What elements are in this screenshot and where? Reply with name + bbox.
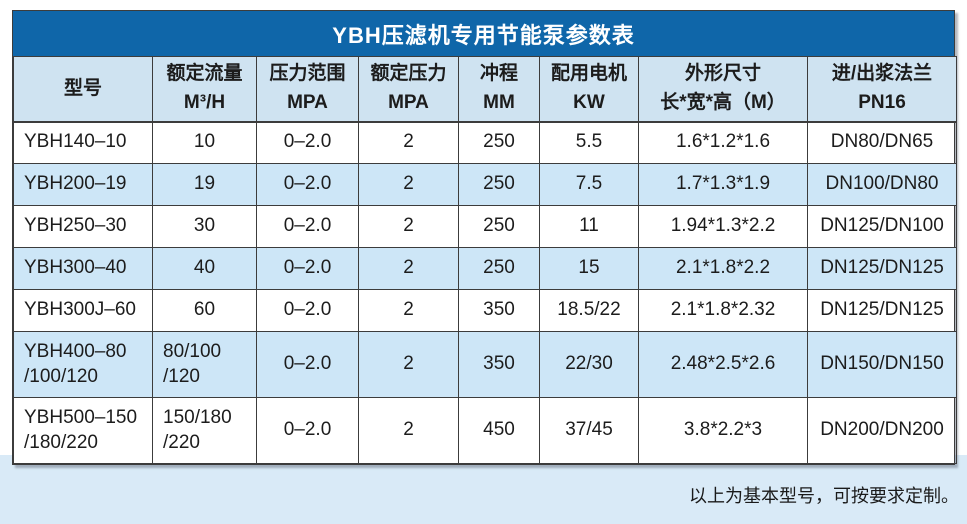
- cell-rated-pressure: 2: [358, 205, 459, 248]
- cell-rated-flow: 30: [152, 205, 257, 248]
- cell-motor-power: 7.5: [539, 163, 639, 206]
- footer-note: 以上为基本型号，可按要求定制。: [689, 486, 959, 506]
- cell-model: YBH400–80 /100/120: [13, 331, 153, 398]
- cell-model: YBH300–40: [13, 247, 153, 290]
- cell-flange: DN80/DN65: [807, 121, 957, 164]
- table-row: YBH250–30 30 0–2.0 2 250 11 1.94*1.3*2.2 DN125/…: [13, 205, 957, 248]
- column-header-stroke: 冲程 MM: [458, 56, 540, 123]
- table-row: YBH400–80 /100/120 80/100 /120 0–2.0 2 350 22…: [13, 331, 957, 398]
- cell-rated-flow: 19: [152, 163, 257, 206]
- cell-pressure-range: 0–2.0: [256, 247, 359, 290]
- column-header-dimensions: 外形尺寸 长*宽*高（M）: [638, 56, 808, 123]
- cell-stroke: 350: [458, 289, 540, 332]
- table-row: YBH140–10 10 0–2.0 2 250 5.5 1.6*1.2*1.6 DN80/D…: [13, 121, 957, 164]
- cell-stroke: 250: [458, 205, 540, 248]
- cell-rated-pressure: 2: [358, 397, 459, 464]
- cell-rated-flow: 150/180 /220: [152, 397, 257, 464]
- cell-pressure-range: 0–2.0: [256, 121, 359, 164]
- cell-dimensions: 2.1*1.8*2.32: [638, 289, 808, 332]
- cell-dimensions: 2.48*2.5*2.6: [638, 331, 808, 398]
- cell-flange: DN125/DN100: [807, 205, 957, 248]
- cell-dimensions: 1.7*1.3*1.9: [638, 163, 808, 206]
- cell-dimensions: 2.1*1.8*2.2: [638, 247, 808, 290]
- cell-rated-flow: 80/100 /120: [152, 331, 257, 398]
- cell-dimensions: 1.6*1.2*1.6: [638, 121, 808, 164]
- column-header-model: 型号: [13, 56, 153, 123]
- cell-motor-power: 5.5: [539, 121, 639, 164]
- cell-pressure-range: 0–2.0: [256, 205, 359, 248]
- cell-rated-pressure: 2: [358, 331, 459, 398]
- cell-stroke: 250: [458, 247, 540, 290]
- cell-model: YBH140–10: [13, 121, 153, 164]
- cell-pressure-range: 0–2.0: [256, 289, 359, 332]
- cell-flange: DN150/DN150: [807, 331, 957, 398]
- cell-rated-pressure: 2: [358, 289, 459, 332]
- column-header-pressure-range: 压力范围 MPA: [256, 56, 359, 123]
- table-row: YBH300J–60 60 0–2.0 2 350 18.5/22 2.1*1.8*2.32…: [13, 289, 957, 332]
- cell-motor-power: 37/45: [539, 397, 639, 464]
- cell-flange: DN200/DN200: [807, 397, 957, 464]
- cell-pressure-range: 0–2.0: [256, 163, 359, 206]
- cell-stroke: 450: [458, 397, 540, 464]
- cell-pressure-range: 0–2.0: [256, 397, 359, 464]
- table-row: YBH500–150 /180/220 150/180 /220 0–2.0 2 450…: [13, 397, 957, 464]
- cell-model: YBH250–30: [13, 205, 153, 248]
- cell-rated-pressure: 2: [358, 163, 459, 206]
- column-header-flange: 进/出浆法兰 PN16: [807, 56, 957, 123]
- column-header-motor-power: 配用电机 KW: [539, 56, 639, 123]
- cell-rated-pressure: 2: [358, 247, 459, 290]
- cell-flange: DN125/DN125: [807, 247, 957, 290]
- cell-pressure-range: 0–2.0: [256, 331, 359, 398]
- column-header-rated-pressure: 额定压力 MPA: [358, 56, 459, 123]
- cell-motor-power: 15: [539, 247, 639, 290]
- cell-dimensions: 1.94*1.3*2.2: [638, 205, 808, 248]
- table-row: YBH200–19 19 0–2.0 2 250 7.5 1.7*1.3*1.9 DN100/…: [13, 163, 957, 206]
- cell-motor-power: 22/30: [539, 331, 639, 398]
- cell-rated-flow: 60: [152, 289, 257, 332]
- table-header-row: 型号 额定流量 M³/H 压力范围 MPA 额定压力 MPA 冲程 MM 配用电机 KW 外…: [13, 56, 957, 123]
- spec-table: 型号 额定流量 M³/H 压力范围 MPA 额定压力 MPA 冲程 MM 配用电机 KW 外…: [13, 56, 957, 464]
- cell-motor-power: 18.5/22: [539, 289, 639, 332]
- column-header-rated-flow: 额定流量 M³/H: [152, 56, 257, 123]
- spec-table-panel: YBH压滤机专用节能泵参数表 型号 额定流量 M³/H 压力范围 MPA 额定压力 M…: [12, 10, 957, 465]
- cell-rated-pressure: 2: [358, 121, 459, 164]
- cell-flange: DN100/DN80: [807, 163, 957, 206]
- cell-rated-flow: 40: [152, 247, 257, 290]
- cell-motor-power: 11: [539, 205, 639, 248]
- cell-stroke: 350: [458, 331, 540, 398]
- cell-stroke: 250: [458, 121, 540, 164]
- cell-flange: DN125/DN125: [807, 289, 957, 332]
- table-title: YBH压滤机专用节能泵参数表: [13, 11, 954, 56]
- table-row: YBH300–40 40 0–2.0 2 250 15 2.1*1.8*2.2 DN125/D…: [13, 247, 957, 290]
- cell-dimensions: 3.8*2.2*3: [638, 397, 808, 464]
- cell-stroke: 250: [458, 163, 540, 206]
- footer-strip: [0, 455, 967, 524]
- cell-model: YBH300J–60: [13, 289, 153, 332]
- cell-model: YBH200–19: [13, 163, 153, 206]
- cell-rated-flow: 10: [152, 121, 257, 164]
- cell-model: YBH500–150 /180/220: [13, 397, 153, 464]
